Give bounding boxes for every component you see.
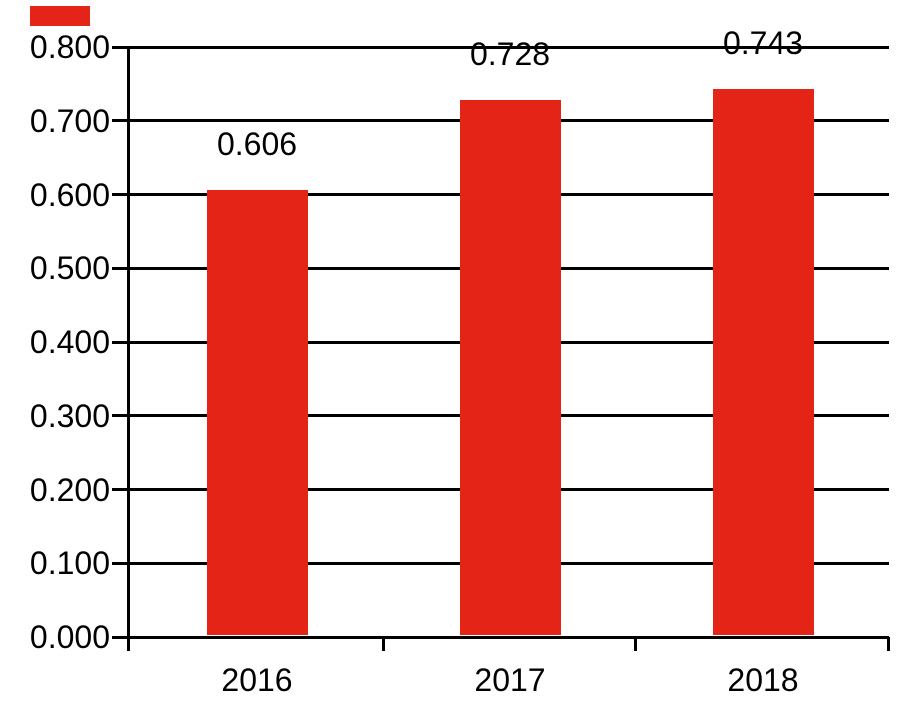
bar-2016 bbox=[206, 190, 308, 636]
y-axis-tick-label: 0.400 bbox=[29, 324, 110, 360]
x-axis-tick bbox=[381, 637, 385, 651]
bar-2017 bbox=[459, 100, 561, 636]
y-axis-tick-label: 0.200 bbox=[29, 471, 110, 508]
y-axis-line bbox=[126, 45, 130, 651]
gridline-0.000 bbox=[112, 635, 889, 639]
y-axis-tick-label: 0.500 bbox=[29, 250, 110, 287]
y-axis-tick-label: 0.700 bbox=[29, 102, 110, 139]
x-axis-category-label: 2016 bbox=[221, 662, 293, 698]
bar-2018 bbox=[712, 89, 814, 636]
x-axis-tick bbox=[633, 637, 637, 651]
y-axis-tick-label: 0.600 bbox=[29, 176, 110, 213]
bar-value-label: 0.743 bbox=[722, 25, 804, 62]
x-axis-tick bbox=[886, 637, 890, 651]
stray-red-marker bbox=[30, 6, 90, 26]
y-axis-tick-label: 0.800 bbox=[29, 29, 110, 65]
bar-value-label: 0.606 bbox=[216, 126, 298, 163]
x-axis-category-label: 2018 bbox=[727, 662, 799, 698]
y-axis-tick-label: 0.100 bbox=[29, 545, 110, 582]
y-axis-tick-label: 0.300 bbox=[29, 397, 110, 434]
x-axis-category-label: 2017 bbox=[474, 662, 546, 698]
y-axis-tick-label: 0.000 bbox=[29, 619, 110, 655]
bar-value-label: 0.728 bbox=[469, 36, 551, 73]
gridline-0.800 bbox=[112, 45, 889, 49]
